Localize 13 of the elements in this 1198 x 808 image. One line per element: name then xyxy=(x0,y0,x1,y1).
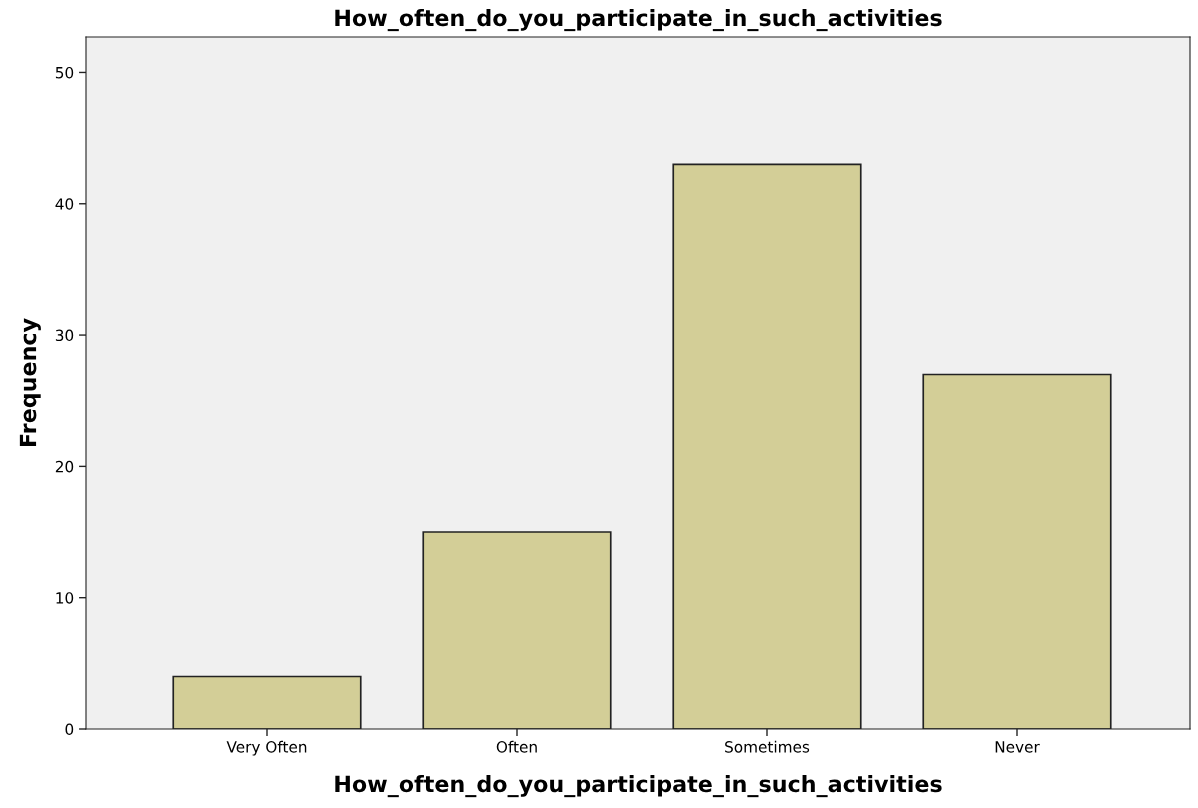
y-tick-label: 40 xyxy=(55,198,74,210)
x-tick-label: Sometimes xyxy=(725,740,810,753)
x-tick-label: Very Often xyxy=(226,740,307,756)
y-tick-label: 10 xyxy=(56,592,74,604)
y-tick-label: 50 xyxy=(55,66,74,79)
x-axis-title: How_often_do_you_participate_in_such_activities xyxy=(335,775,942,798)
y-tick-label: 0 xyxy=(65,723,74,736)
y-tick-label: 30 xyxy=(55,329,74,342)
chart-title: How_often_do_you_participate_in_such_activities xyxy=(335,9,942,32)
x-tick-label: Often xyxy=(496,740,537,753)
y-axis-title: Frequency xyxy=(19,318,41,446)
x-tick-label: Never xyxy=(995,741,1040,753)
y-tick-label: 20 xyxy=(55,460,74,473)
